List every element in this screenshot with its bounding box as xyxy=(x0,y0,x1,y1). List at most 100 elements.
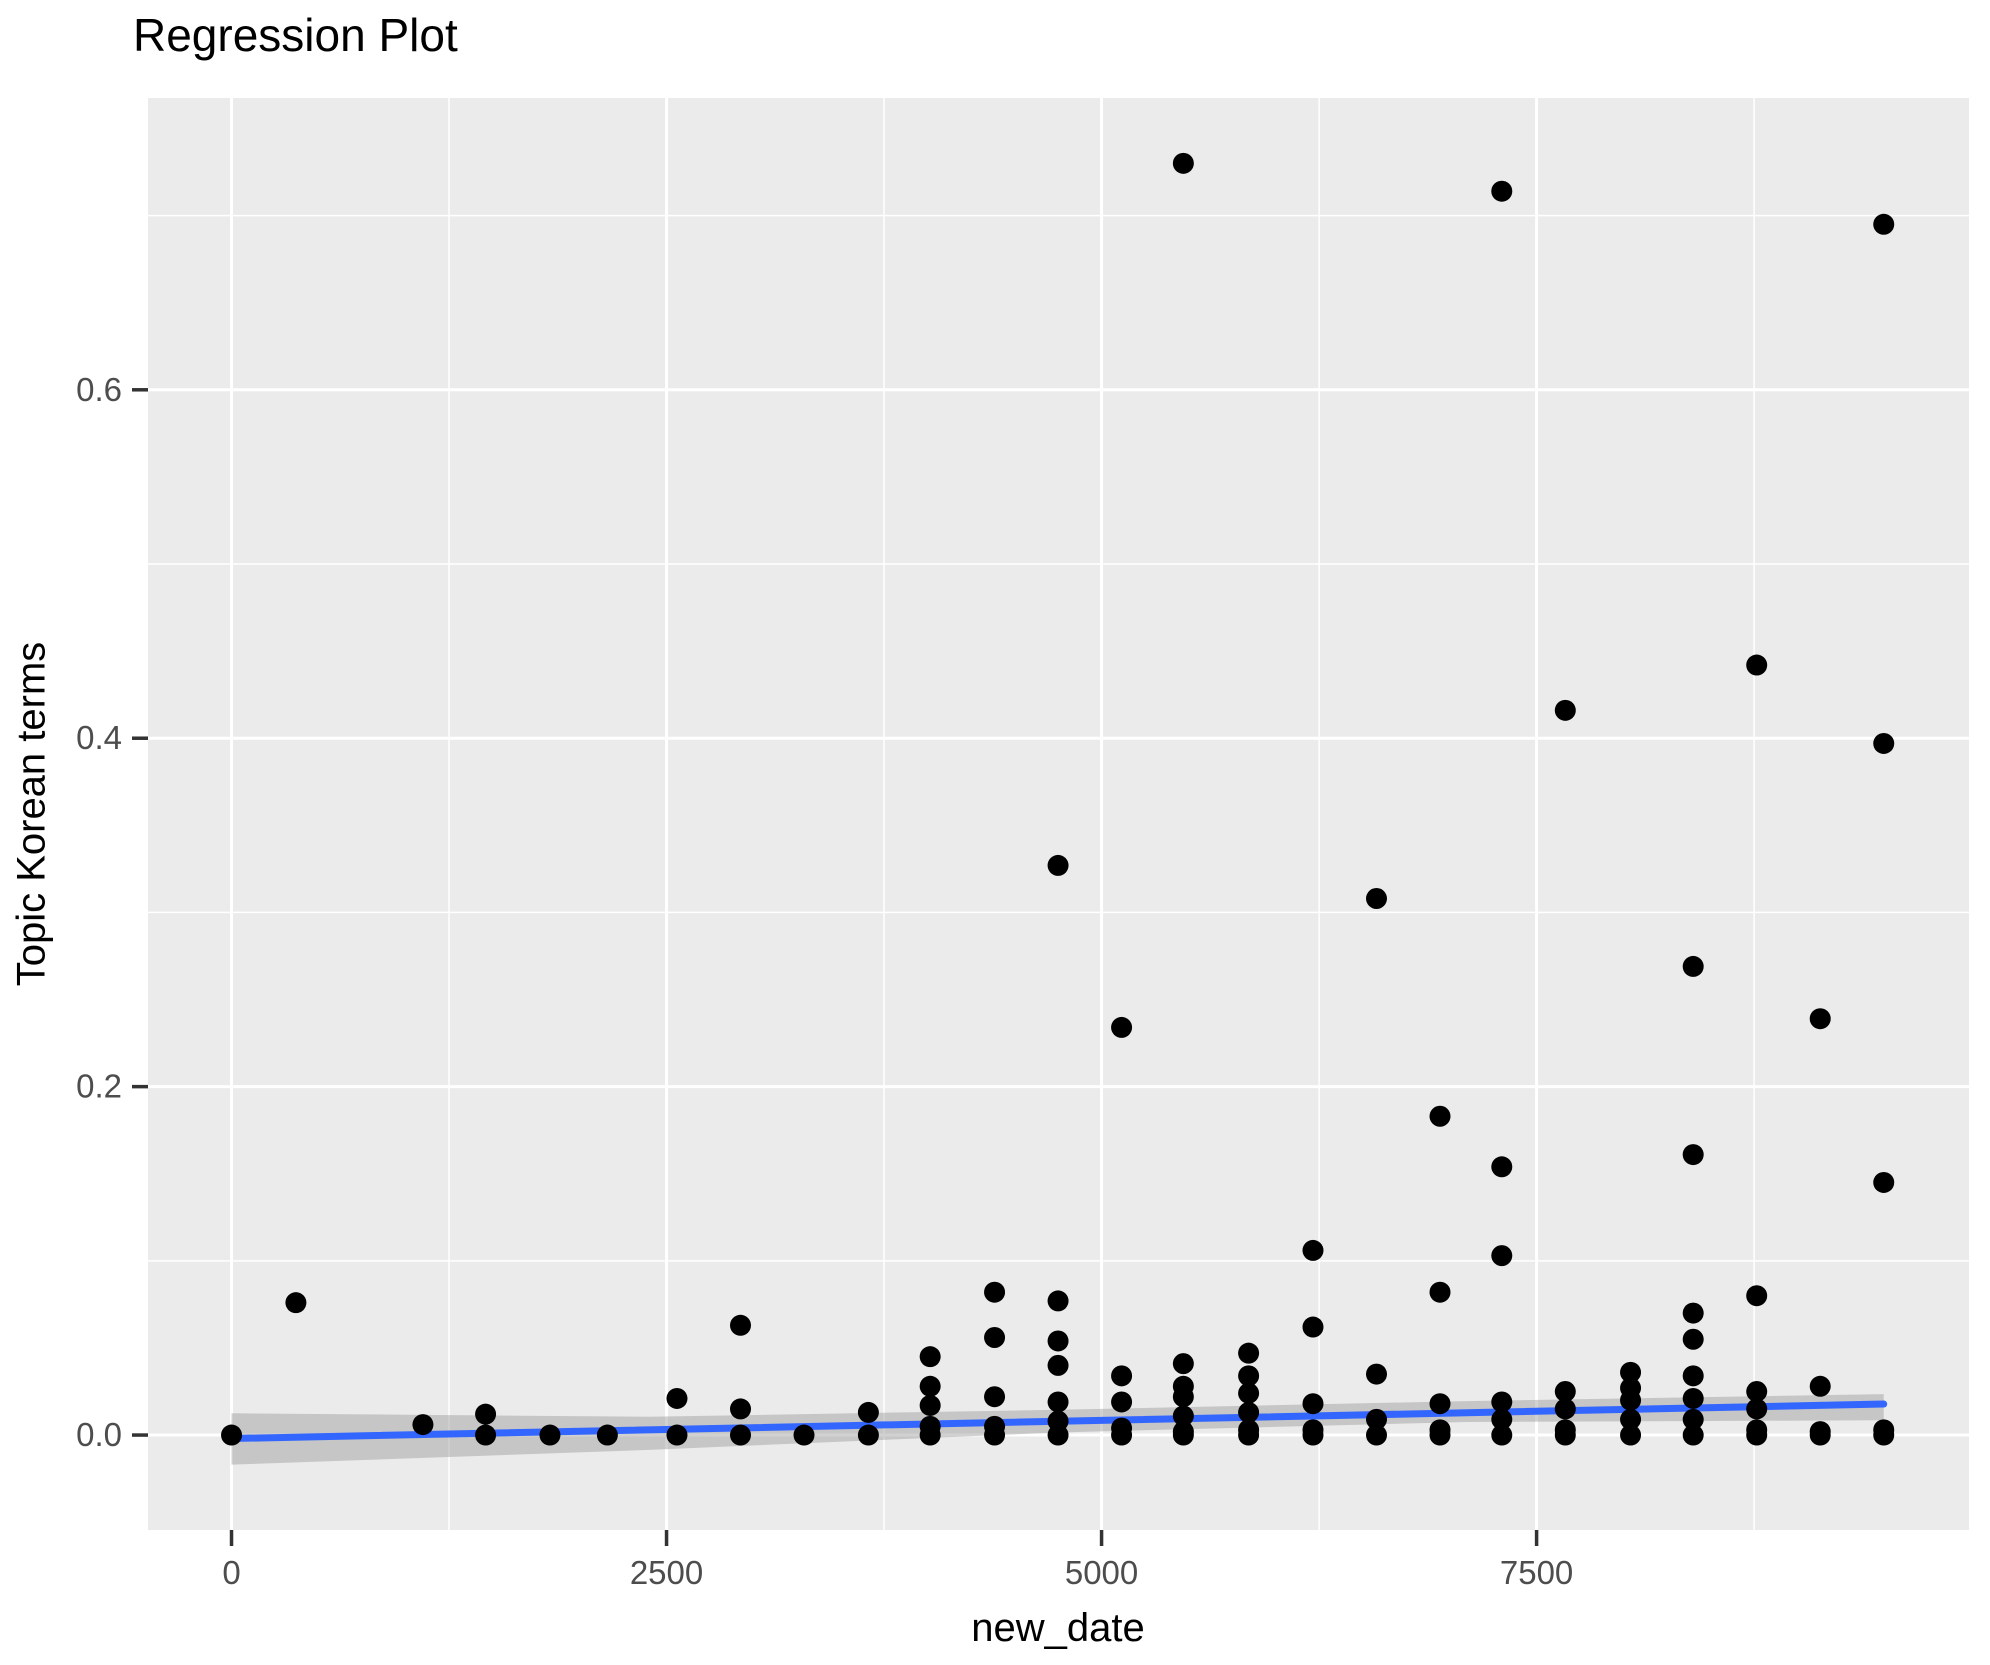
x-axis-title: new_date xyxy=(971,1606,1145,1650)
y-tick-label: 0.0 xyxy=(76,1416,122,1453)
data-point xyxy=(1491,1391,1513,1413)
x-tick-label: 2500 xyxy=(630,1554,703,1591)
y-tick-label: 0.6 xyxy=(76,371,122,408)
data-point xyxy=(1746,1398,1768,1420)
data-point xyxy=(1682,1144,1704,1166)
data-point xyxy=(1491,1245,1513,1267)
data-point xyxy=(1682,955,1704,977)
data-point xyxy=(1554,1381,1576,1403)
data-point xyxy=(1682,1408,1704,1430)
data-point xyxy=(1682,1365,1704,1387)
data-point xyxy=(1873,1424,1895,1446)
data-point xyxy=(1238,1401,1260,1423)
data-point xyxy=(857,1401,879,1423)
data-point xyxy=(1302,1424,1324,1446)
data-point xyxy=(1554,699,1576,721)
data-point xyxy=(1047,854,1069,876)
data-point xyxy=(1302,1316,1324,1338)
data-point xyxy=(1047,1354,1069,1376)
data-point xyxy=(1429,1281,1451,1303)
data-point xyxy=(1111,1424,1133,1446)
data-point xyxy=(1746,654,1768,676)
data-point xyxy=(1238,1382,1260,1404)
data-point xyxy=(1047,1290,1069,1312)
data-point xyxy=(984,1326,1006,1348)
data-point xyxy=(984,1424,1006,1446)
data-point xyxy=(1172,1386,1194,1408)
data-point xyxy=(1746,1285,1768,1307)
y-tick-label: 0.2 xyxy=(76,1068,122,1105)
data-point xyxy=(1554,1424,1576,1446)
data-point xyxy=(1172,152,1194,174)
data-point xyxy=(1047,1330,1069,1352)
data-point xyxy=(1172,1405,1194,1427)
data-point xyxy=(857,1424,879,1446)
data-point xyxy=(1429,1105,1451,1127)
data-point xyxy=(919,1424,941,1446)
data-point xyxy=(1491,1156,1513,1178)
data-point xyxy=(1746,1424,1768,1446)
data-point xyxy=(984,1386,1006,1408)
data-point xyxy=(1620,1424,1642,1446)
x-tick-label: 7500 xyxy=(1500,1554,1573,1591)
data-point xyxy=(984,1281,1006,1303)
data-point xyxy=(1620,1361,1642,1383)
data-point xyxy=(475,1403,497,1425)
data-point xyxy=(1429,1424,1451,1446)
y-tick-label: 0.4 xyxy=(76,719,122,756)
data-point xyxy=(1302,1393,1324,1415)
data-point xyxy=(666,1424,688,1446)
data-point xyxy=(1047,1424,1069,1446)
x-tick-label: 0 xyxy=(222,1554,240,1591)
data-point xyxy=(596,1424,618,1446)
data-point xyxy=(1111,1365,1133,1387)
data-point xyxy=(793,1424,815,1446)
data-point xyxy=(1366,1424,1388,1446)
data-point xyxy=(1873,213,1895,235)
data-point xyxy=(1809,1375,1831,1397)
x-tick-label: 5000 xyxy=(1065,1554,1138,1591)
data-point xyxy=(729,1314,751,1336)
data-point xyxy=(1238,1365,1260,1387)
data-point xyxy=(1491,1408,1513,1430)
data-point xyxy=(412,1414,434,1436)
data-point xyxy=(1682,1328,1704,1350)
data-point xyxy=(1366,1408,1388,1430)
data-point xyxy=(1111,1016,1133,1038)
data-point xyxy=(1172,1424,1194,1446)
data-point xyxy=(285,1292,307,1314)
data-point xyxy=(1809,1008,1831,1030)
data-point xyxy=(729,1424,751,1446)
data-point xyxy=(1873,732,1895,754)
data-point xyxy=(539,1424,561,1446)
data-point xyxy=(1873,1171,1895,1193)
chart-title: Regression Plot xyxy=(133,9,458,61)
data-point xyxy=(1366,1363,1388,1385)
data-point xyxy=(1491,1424,1513,1446)
data-point xyxy=(1682,1387,1704,1409)
data-point xyxy=(666,1387,688,1409)
data-point xyxy=(1491,180,1513,202)
data-point xyxy=(1366,887,1388,909)
data-point xyxy=(1111,1391,1133,1413)
data-point xyxy=(1238,1342,1260,1364)
data-point xyxy=(1238,1424,1260,1446)
data-point xyxy=(1047,1391,1069,1413)
data-point xyxy=(1172,1353,1194,1375)
data-point xyxy=(919,1394,941,1416)
data-point xyxy=(475,1424,497,1446)
data-point xyxy=(1682,1424,1704,1446)
data-point xyxy=(1809,1424,1831,1446)
data-point xyxy=(919,1375,941,1397)
data-point xyxy=(1746,1381,1768,1403)
data-point xyxy=(221,1424,243,1446)
data-point xyxy=(1682,1302,1704,1324)
data-point xyxy=(919,1346,941,1368)
data-point xyxy=(1429,1393,1451,1415)
data-point xyxy=(1302,1239,1324,1261)
data-point xyxy=(1620,1389,1642,1411)
data-point xyxy=(1620,1408,1642,1430)
data-point xyxy=(1554,1398,1576,1420)
